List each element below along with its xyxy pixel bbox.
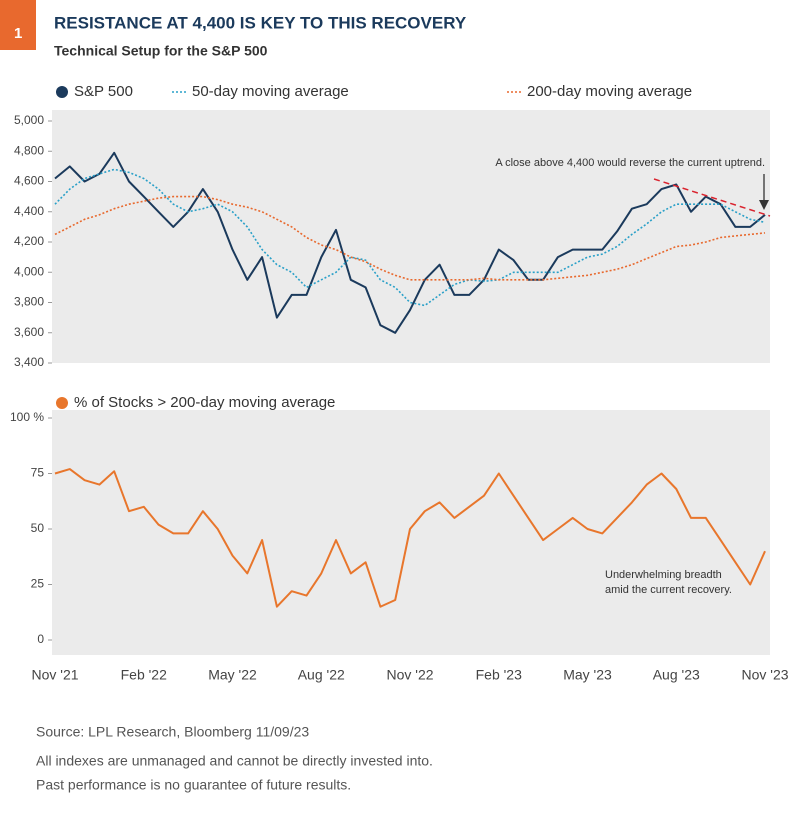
x-tick-label: Nov '23 bbox=[741, 667, 788, 683]
series-line bbox=[54, 151, 766, 334]
y-tick-label: 75 bbox=[31, 466, 45, 480]
legend-label: 50-day moving average bbox=[192, 83, 349, 100]
x-tick-label: Nov '21 bbox=[31, 667, 78, 683]
x-tick-label: Feb '23 bbox=[476, 667, 522, 683]
annotation: A close above 4,400 would reverse the cu… bbox=[495, 157, 765, 169]
annotation: Underwhelming breadth bbox=[605, 569, 722, 581]
plot-background bbox=[52, 410, 770, 655]
legend-marker bbox=[56, 397, 68, 409]
footer: Past performance is no guarantee of futu… bbox=[36, 777, 351, 793]
x-tick-label: Feb '22 bbox=[121, 667, 167, 683]
series-line bbox=[54, 168, 766, 307]
title: RESISTANCE AT 4,400 IS KEY TO THIS RECOV… bbox=[54, 13, 467, 32]
y-tick-label: 4,600 bbox=[14, 174, 44, 188]
y-tick-label: 25 bbox=[31, 577, 45, 591]
legend-marker bbox=[56, 86, 68, 98]
series-line bbox=[54, 468, 766, 608]
badge: 1 bbox=[14, 25, 22, 42]
y-tick-label: 4,200 bbox=[14, 234, 44, 248]
footer: All indexes are unmanaged and cannot be … bbox=[36, 753, 433, 769]
x-tick-label: May '23 bbox=[563, 667, 612, 683]
subtitle: Technical Setup for the S&P 500 bbox=[54, 43, 268, 59]
arrow-head bbox=[759, 200, 769, 210]
y-tick-label: 50 bbox=[31, 521, 45, 535]
x-tick-label: Aug '23 bbox=[653, 667, 700, 683]
x-tick-label: May '22 bbox=[208, 667, 257, 683]
badge-box bbox=[0, 0, 36, 50]
y-tick-label: 3,400 bbox=[14, 355, 44, 369]
y-tick-label: 3,800 bbox=[14, 295, 44, 309]
annotation: amid the current recovery. bbox=[605, 584, 732, 596]
y-tick-label: 4,800 bbox=[14, 143, 44, 157]
legend-label: S&P 500 bbox=[74, 83, 133, 100]
plot-background bbox=[52, 110, 770, 363]
y-tick-label: 100 % bbox=[10, 410, 44, 424]
x-tick-label: Nov '22 bbox=[386, 667, 433, 683]
y-tick-label: 5,000 bbox=[14, 113, 44, 127]
legend-label: 200-day moving average bbox=[527, 83, 692, 100]
trend-line bbox=[653, 178, 771, 217]
y-tick-label: 3,600 bbox=[14, 325, 44, 339]
x-tick-label: Aug '22 bbox=[298, 667, 345, 683]
series-line bbox=[54, 195, 766, 281]
footer: Source: LPL Research, Bloomberg 11/09/23 bbox=[36, 724, 309, 740]
legend-label: % of Stocks > 200-day moving average bbox=[74, 394, 335, 411]
y-tick-label: 0 bbox=[37, 632, 44, 646]
y-tick-label: 4,400 bbox=[14, 204, 44, 218]
y-tick-label: 4,000 bbox=[14, 264, 44, 278]
